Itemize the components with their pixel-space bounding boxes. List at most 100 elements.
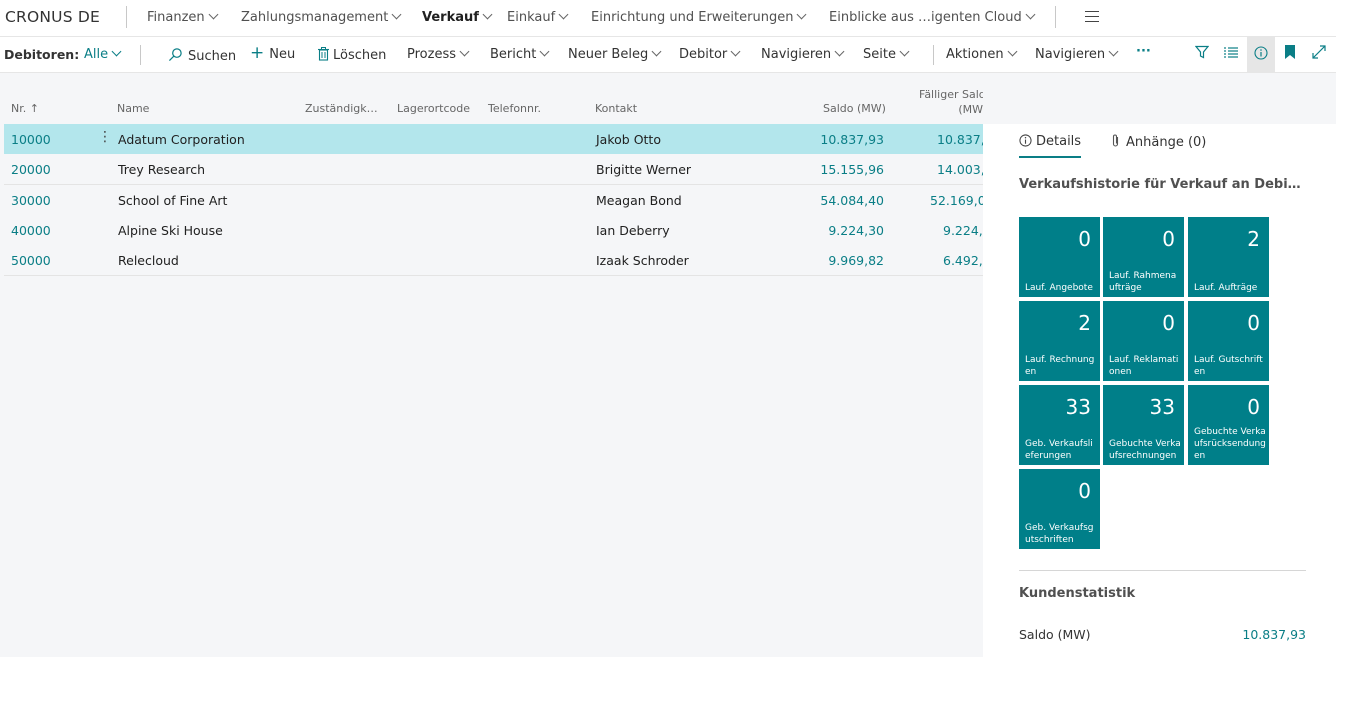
chevron-down-icon	[558, 9, 569, 20]
chevron-down-icon	[459, 46, 470, 57]
cell-balance[interactable]: 9.224,30	[828, 223, 884, 238]
chevron-down-icon	[899, 46, 910, 57]
cell-balance[interactable]: 10.837,93	[820, 132, 884, 147]
new-label: Neu	[269, 47, 296, 62]
expand-icon[interactable]	[1309, 45, 1329, 65]
chevron-down-icon	[797, 9, 807, 20]
cell-name: Adatum Corporation	[118, 132, 245, 147]
column-header-location[interactable]: Lagerortcode	[397, 102, 470, 115]
table-row[interactable]: 20000 Trey Research Brigitte Werner 15.1…	[4, 154, 983, 185]
nav-verkauf[interactable]: Verkauf	[422, 9, 493, 25]
info-icon[interactable]	[1247, 37, 1275, 72]
list-view-icon[interactable]	[1221, 45, 1241, 65]
cell-contact: Meagan Bond	[596, 193, 682, 208]
cell-due-balance[interactable]: 52.169,0	[930, 193, 983, 208]
cell-nr[interactable]: 30000	[11, 193, 51, 208]
tile-open-blanket-orders[interactable]: 0 Lauf. Rahmenaufträge	[1103, 217, 1184, 297]
menu-label: Aktionen	[946, 47, 1004, 62]
balance-value[interactable]: 10.837,93	[1242, 627, 1306, 642]
cell-nr[interactable]: 10000	[11, 132, 51, 147]
search-button[interactable]: Suchen	[168, 47, 236, 64]
tile-value: 0	[1247, 311, 1260, 335]
cell-due-balance[interactable]: 6.492,8	[943, 253, 983, 268]
column-header-responsible[interactable]: Zuständigk…	[305, 102, 378, 115]
cell-contact: Ian Deberry	[596, 223, 670, 238]
tile-label: Gebuchte Verkaufsrücksendungen	[1194, 427, 1266, 461]
factbox-title: Verkaufshistorie für Verkauf an Debi…	[1019, 177, 1301, 192]
tile-value: 0	[1162, 311, 1175, 335]
page-menu[interactable]: Seite	[863, 46, 910, 62]
tile-open-credit-memos[interactable]: 0 Lauf. Gutschriften	[1188, 301, 1269, 381]
tile-open-orders[interactable]: 2 Lauf. Aufträge	[1188, 217, 1269, 297]
tile-posted-returns[interactable]: 0 Gebuchte Verkaufsrücksendungen	[1188, 385, 1269, 465]
column-header-contact[interactable]: Kontakt	[595, 102, 638, 115]
tab-details[interactable]: Details	[1019, 134, 1082, 158]
company-name[interactable]: CRONUS DE	[5, 8, 101, 26]
new-document-menu[interactable]: Neuer Beleg	[568, 46, 662, 62]
tile-label: Geb. Verkaufslieferungen	[1025, 439, 1093, 461]
chevron-down-icon	[651, 46, 662, 57]
paperclip-icon	[1112, 134, 1119, 147]
cell-balance[interactable]: 9.969,82	[828, 253, 884, 268]
bookmark-icon[interactable]	[1280, 45, 1300, 65]
column-header-nr[interactable]: Nr. ↑	[11, 102, 39, 115]
column-header-due-balance[interactable]: Fälliger Sald (MW	[919, 88, 983, 116]
table-row[interactable]: 50000 Relecloud Izaak Schroder 9.969,82 …	[4, 245, 983, 276]
more-options-button[interactable]: ···	[1136, 44, 1151, 59]
tile-value: 0	[1078, 227, 1091, 251]
cell-balance[interactable]: 54.084,40	[820, 193, 884, 208]
cell-nr[interactable]: 50000	[11, 253, 51, 268]
actions-menu[interactable]: Aktionen	[946, 46, 1018, 62]
cell-name: School of Fine Art	[118, 193, 228, 208]
tab-label: Details	[1036, 134, 1082, 149]
tile-open-invoices[interactable]: 2 Lauf. Rechnungen	[1019, 301, 1100, 381]
menu-label: Navigieren	[1035, 47, 1106, 62]
menu-label: Bericht	[490, 47, 537, 62]
nav-einblicke[interactable]: Einblicke aus …igenten Cloud	[829, 9, 1036, 25]
column-header-phone[interactable]: Telefonnr.	[488, 102, 541, 115]
filter-icon[interactable]	[1192, 45, 1212, 65]
nav-label: Einblicke aus …igenten Cloud	[829, 10, 1022, 25]
report-menu[interactable]: Bericht	[490, 46, 550, 62]
tile-open-quotes[interactable]: 0 Lauf. Angebote	[1019, 217, 1100, 297]
header-line: (MW	[958, 103, 983, 116]
top-navigation: CRONUS DE Finanzen Zahlungsmanagement Ve…	[0, 0, 1336, 37]
column-header-balance[interactable]: Saldo (MW)	[823, 102, 886, 115]
tab-attachments[interactable]: Anhänge (0)	[1111, 134, 1206, 150]
process-menu[interactable]: Prozess	[407, 46, 470, 62]
tile-open-returns[interactable]: 0 Lauf. Reklamationen	[1103, 301, 1184, 381]
customer-menu[interactable]: Debitor	[679, 46, 741, 62]
column-header-name[interactable]: Name	[117, 102, 150, 115]
new-button[interactable]: + Neu	[250, 45, 296, 63]
table-row[interactable]: 10000 ⋮ Adatum Corporation Jakob Otto 10…	[4, 124, 983, 155]
nav-label: Einrichtung und Erweiterungen	[591, 10, 794, 25]
cell-nr[interactable]: 20000	[11, 162, 51, 177]
tile-posted-shipments[interactable]: 33 Geb. Verkaufslieferungen	[1019, 385, 1100, 465]
cell-nr[interactable]: 40000	[11, 223, 51, 238]
nav-einkauf[interactable]: Einkauf	[507, 9, 569, 25]
tile-posted-credit-memos[interactable]: 0 Geb. Verkaufsgutschriften	[1019, 469, 1100, 549]
navigate-menu[interactable]: Navigieren	[761, 46, 845, 62]
navigate-menu-2[interactable]: Navigieren	[1035, 46, 1119, 62]
table-row[interactable]: 40000 Alpine Ski House Ian Deberry 9.224…	[4, 215, 983, 246]
table-row[interactable]: 30000 School of Fine Art Meagan Bond 54.…	[4, 185, 983, 216]
row-actions-icon[interactable]: ⋮	[98, 129, 112, 145]
delete-button[interactable]: Löschen	[318, 47, 386, 63]
tile-posted-invoices[interactable]: 33 Gebuchte Verkaufsrechnungen	[1103, 385, 1184, 465]
tile-value: 0	[1078, 479, 1091, 503]
hamburger-menu-icon[interactable]	[1085, 11, 1099, 23]
cell-due-balance[interactable]: 9.224,3	[943, 223, 983, 238]
customer-statistics-title: Kundenstatistik	[1019, 586, 1136, 601]
tile-label: Lauf. Aufträge	[1194, 283, 1258, 293]
nav-finanzen[interactable]: Finanzen	[147, 9, 219, 25]
nav-zahlungsmanagement[interactable]: Zahlungsmanagement	[241, 9, 402, 25]
cell-balance[interactable]: 15.155,96	[820, 162, 884, 177]
chevron-down-icon	[208, 9, 219, 20]
filter-dropdown[interactable]: Alle	[84, 46, 122, 62]
cell-due-balance[interactable]: 14.003,4	[937, 162, 983, 177]
tile-label: Lauf. Gutschriften	[1194, 355, 1263, 377]
menu-label: Seite	[863, 47, 896, 62]
cell-due-balance[interactable]: 10.837,9	[937, 132, 983, 147]
trash-icon	[318, 47, 329, 61]
nav-einrichtung[interactable]: Einrichtung und Erweiterungen	[591, 9, 807, 25]
